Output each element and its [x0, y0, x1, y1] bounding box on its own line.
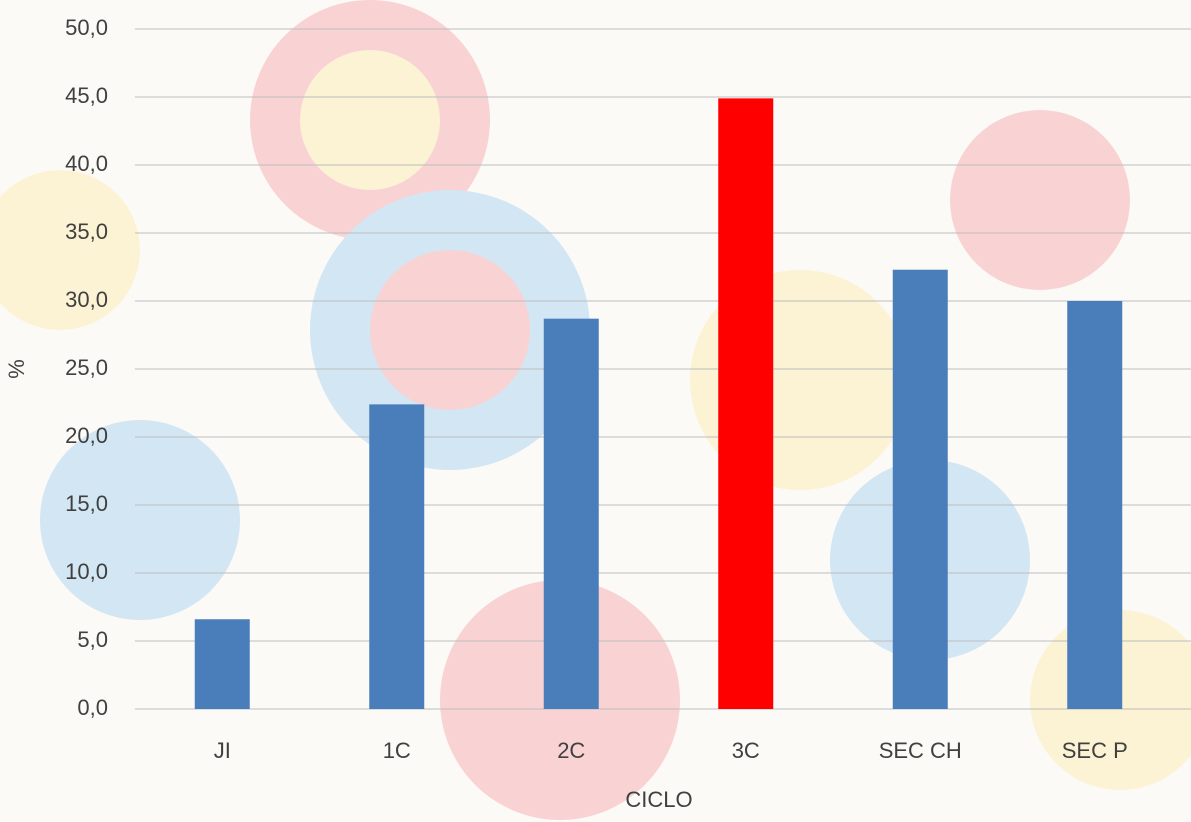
y-tick-label: 15,0	[65, 491, 108, 516]
x-tick-label: JI	[214, 738, 231, 763]
bar	[892, 269, 948, 709]
x-tick-label: 2C	[557, 738, 585, 763]
y-tick-label: 25,0	[65, 355, 108, 380]
y-tick-label: 5,0	[77, 627, 108, 652]
y-tick-label: 40,0	[65, 151, 108, 176]
y-tick-label: 0,0	[77, 695, 108, 720]
y-tick-label: 50,0	[65, 15, 108, 40]
x-tick-label: 3C	[732, 738, 760, 763]
x-axis-label: CICLO	[625, 787, 692, 812]
x-tick-label: SEC P	[1062, 738, 1128, 763]
x-tick-label: SEC CH	[879, 738, 962, 763]
y-tick-label: 10,0	[65, 559, 108, 584]
x-tick-label: 1C	[383, 738, 411, 763]
bar	[1067, 301, 1123, 709]
bar	[194, 619, 250, 709]
bar	[369, 404, 425, 709]
y-axis-label: %	[4, 359, 29, 379]
y-tick-label: 45,0	[65, 83, 108, 108]
y-tick-label: 35,0	[65, 219, 108, 244]
bar	[543, 318, 599, 709]
bar	[718, 98, 774, 710]
y-tick-label: 30,0	[65, 287, 108, 312]
y-tick-label: 20,0	[65, 423, 108, 448]
